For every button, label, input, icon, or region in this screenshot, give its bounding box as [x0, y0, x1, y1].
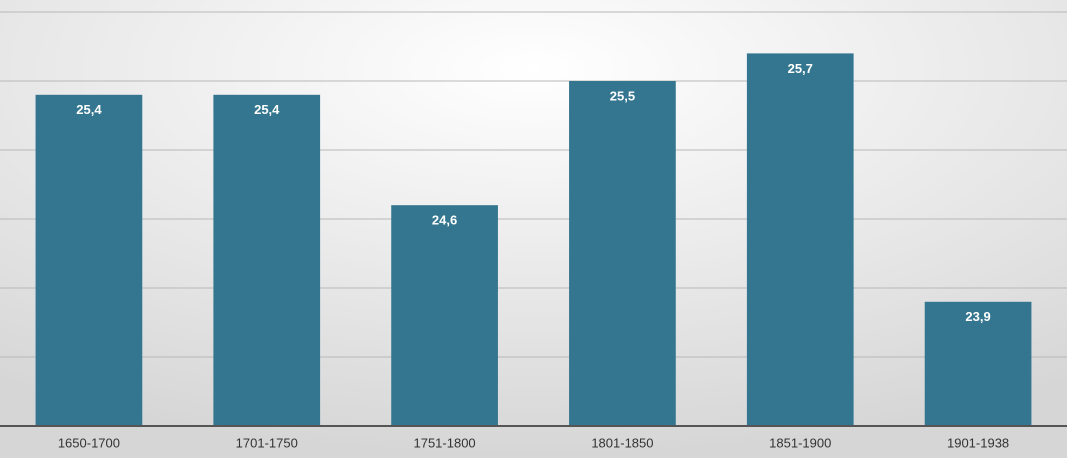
bar	[391, 205, 498, 426]
bar	[213, 94, 321, 427]
value-label: 24,6	[432, 213, 457, 228]
value-label: 25,4	[254, 102, 280, 117]
value-label: 25,5	[610, 88, 635, 103]
bar	[924, 301, 1032, 426]
value-label: 23,9	[965, 309, 990, 324]
bar	[569, 81, 676, 426]
bar	[35, 94, 143, 427]
value-label: 25,4	[76, 102, 102, 117]
x-tick-label: 1751-1800	[413, 435, 475, 450]
x-tick-label: 1801-1850	[591, 435, 653, 450]
bar	[746, 53, 854, 427]
x-tick-label: 1851-1900	[769, 435, 831, 450]
x-tick-label: 1650-1700	[58, 435, 120, 450]
x-tick-label: 1701-1750	[236, 435, 298, 450]
x-tick-label: 1901-1938	[947, 435, 1009, 450]
value-label: 25,7	[788, 61, 813, 76]
